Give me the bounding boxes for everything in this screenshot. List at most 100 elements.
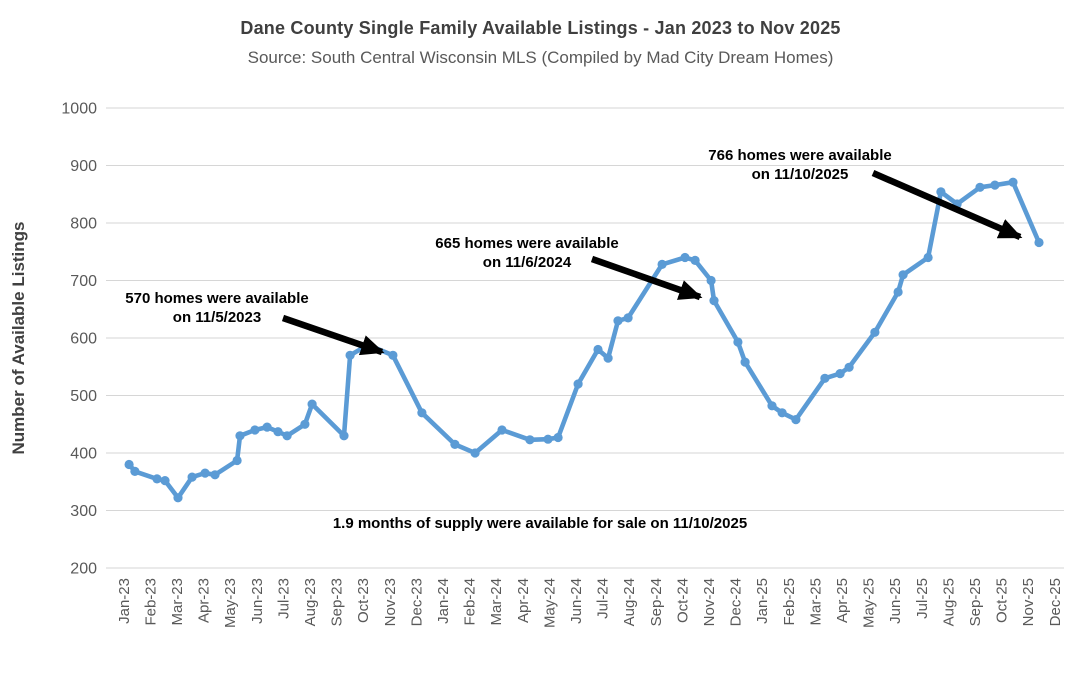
data-point (709, 296, 719, 306)
x-tick-label: Jun-23 (249, 578, 266, 624)
x-tick-label: Oct-23 (355, 578, 372, 623)
data-point (844, 362, 854, 372)
data-point (250, 425, 260, 435)
x-tick-label: Jan-24 (435, 578, 452, 624)
data-point (975, 182, 985, 192)
data-point (553, 432, 563, 443)
annotation-arrow (281, 314, 385, 356)
x-tick-label: Jul-23 (275, 578, 292, 619)
data-point (470, 448, 480, 458)
x-tick-label: Nov-25 (1020, 578, 1037, 626)
data-point (388, 350, 398, 360)
x-tick-label: Aug-24 (621, 578, 638, 626)
x-tick-label: Jun-25 (887, 578, 904, 624)
data-point (160, 476, 170, 486)
x-tick-label: May-24 (541, 578, 558, 628)
annotation-arrow (590, 255, 703, 301)
data-point (791, 415, 801, 425)
x-tick-label: Sep-23 (329, 578, 346, 626)
x-tick-label: Feb-25 (781, 578, 798, 626)
x-tick-label: Apr-25 (834, 578, 851, 623)
data-point (187, 472, 197, 482)
data-point (232, 455, 242, 466)
y-tick-label: 800 (70, 216, 97, 233)
data-point (657, 259, 667, 269)
y-tick-label: 700 (70, 273, 97, 290)
data-series (124, 177, 1044, 503)
y-axis-title: Number of Available Listings (9, 221, 28, 454)
data-point (300, 419, 310, 429)
data-point (1034, 237, 1044, 248)
x-tick-label: Oct-25 (994, 578, 1011, 623)
x-tick-label: Nov-24 (701, 578, 718, 626)
x-tick-label: Dec-24 (728, 578, 745, 626)
data-point (152, 474, 162, 484)
data-point (235, 431, 245, 441)
x-tick-label: Jan-25 (754, 578, 771, 624)
annotation-text: 1.9 months of supply were available for … (333, 515, 747, 532)
data-point (690, 255, 700, 265)
data-point (262, 422, 272, 432)
x-tick-label: Mar-23 (169, 578, 186, 626)
x-tick-label: Jul-25 (914, 578, 931, 619)
x-tick-label: May-25 (861, 578, 878, 628)
x-tick-label: Jan-23 (116, 578, 133, 624)
data-point (210, 470, 220, 480)
data-point (740, 357, 750, 367)
x-tick-label: Oct-24 (674, 578, 691, 623)
data-point (706, 275, 716, 286)
data-point (307, 399, 317, 409)
data-point (835, 369, 845, 379)
annotation-text: 665 homes were available on 11/6/2024 (435, 235, 618, 271)
data-point (417, 408, 427, 418)
data-point (345, 350, 355, 360)
x-tick-label: Aug-23 (302, 578, 319, 626)
data-point (603, 353, 613, 363)
data-point (777, 408, 787, 418)
data-point (124, 459, 134, 470)
x-tick-label: Feb-23 (142, 578, 159, 626)
data-point (497, 425, 507, 435)
annotations: 570 homes were available on 11/5/2023 665 … (125, 147, 1023, 532)
x-tick-label: Sep-25 (967, 578, 984, 626)
x-tick-label: Nov-23 (382, 578, 399, 626)
annotation-text: 766 homes were available on 11/10/2025 (708, 147, 891, 183)
annotation-arrow (871, 170, 1023, 240)
data-point (820, 373, 830, 383)
data-point (130, 466, 140, 476)
data-point (623, 313, 633, 323)
y-tick-label: 1000 (61, 101, 97, 118)
data-point (680, 252, 690, 263)
data-point (543, 434, 553, 444)
data-point (990, 180, 1000, 190)
data-point (1008, 177, 1018, 187)
y-tick-label: 400 (70, 446, 97, 463)
data-point (339, 431, 349, 441)
data-point (200, 468, 210, 478)
trend-line (126, 179, 1042, 501)
data-point (898, 270, 908, 280)
x-tick-label: Jul-24 (595, 578, 612, 619)
x-tick-label: Apr-23 (196, 578, 213, 623)
chart-title: Dane County Single Family Available List… (240, 18, 841, 38)
chart-subtitle: Source: South Central Wisconsin MLS (Com… (247, 48, 834, 67)
x-tick-label: May-23 (222, 578, 239, 628)
x-tick-label: Aug-25 (940, 578, 957, 626)
data-point (593, 344, 603, 355)
data-point (282, 431, 292, 441)
data-point (923, 252, 933, 263)
data-point (936, 187, 946, 197)
x-tick-label: Dec-25 (1047, 578, 1064, 626)
y-axis-labels: 1000 900 800 700 600 500 400 300 200 (61, 101, 97, 578)
data-point (173, 493, 183, 503)
x-tick-label: Feb-24 (462, 578, 479, 626)
data-point (893, 287, 903, 297)
x-tick-label: Apr-24 (515, 578, 532, 623)
data-point (767, 401, 777, 411)
x-tick-label: Dec-23 (408, 578, 425, 626)
y-tick-label: 600 (70, 331, 97, 348)
data-point (573, 379, 583, 389)
y-tick-label: 300 (70, 503, 97, 520)
